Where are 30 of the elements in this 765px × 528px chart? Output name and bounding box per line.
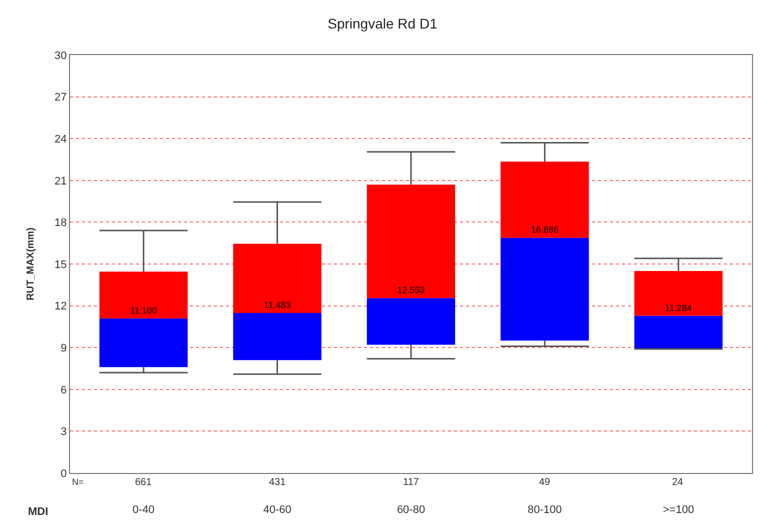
text: 117 — [403, 477, 420, 488]
text: 431 — [269, 477, 286, 488]
y-tick-label: 12 — [54, 300, 67, 313]
text: 49 — [539, 477, 551, 488]
text: 11.284 — [665, 302, 692, 313]
chart-title: Springvale Rd D1 — [328, 15, 438, 32]
y-tick-label: 24 — [54, 133, 67, 146]
text: 12.553 — [397, 285, 425, 296]
x-tick-label: 80-100 — [528, 504, 562, 516]
text: 16.886 — [530, 224, 558, 235]
x-axis-title: MDI — [28, 506, 48, 518]
text: 11.100 — [130, 305, 157, 316]
text: N= — [72, 477, 84, 487]
y-tick-label: 27 — [54, 92, 67, 104]
text: 11.483 — [264, 300, 291, 310]
y-tick-label: 21 — [54, 175, 67, 188]
y-tick-label: 30 — [54, 50, 67, 62]
x-tick-label: 0-40 — [132, 504, 155, 516]
y-tick-label: 18 — [54, 217, 67, 230]
x-tick-label: >=100 — [662, 504, 694, 516]
text: 24 — [672, 477, 684, 488]
y-tick-label: 0 — [60, 468, 67, 480]
x-tick-label: 40-60 — [263, 504, 292, 516]
y-axis-title: RUT_MAX(mm) — [26, 228, 37, 300]
y-tick-label: 3 — [60, 426, 67, 438]
text: 661 — [135, 477, 152, 488]
x-tick-label: 60-80 — [396, 504, 426, 516]
y-tick-label: 6 — [60, 384, 67, 396]
y-tick-label: 9 — [60, 342, 67, 354]
y-tick-label: 15 — [54, 258, 67, 271]
